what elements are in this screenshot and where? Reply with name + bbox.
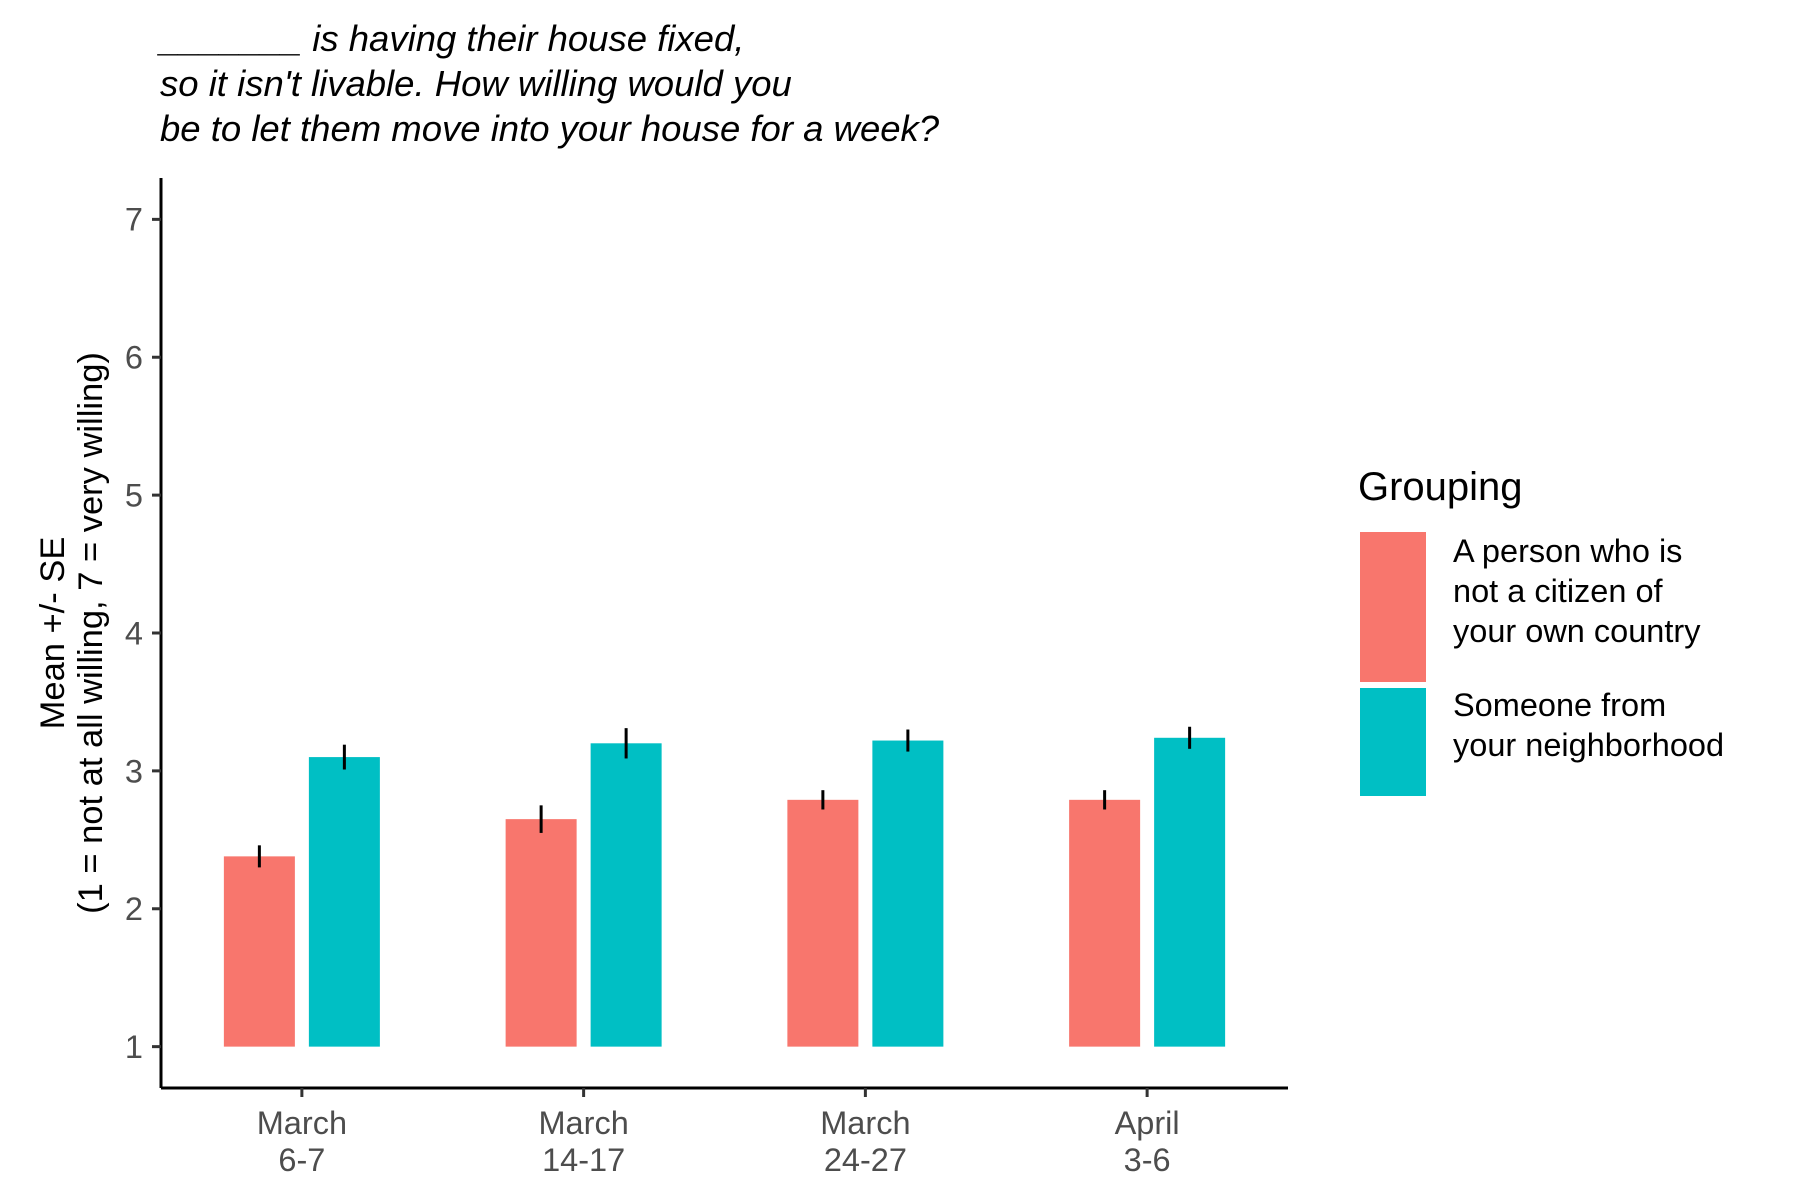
- bar: [787, 799, 859, 1047]
- x-tick-label: April: [1115, 1105, 1180, 1141]
- x-tick-label: 24-27: [824, 1142, 907, 1178]
- bar: [872, 740, 944, 1047]
- axes: 1234567March6-7March14-17March24-27April…: [125, 178, 1288, 1178]
- legend-label: A person who is: [1453, 533, 1682, 569]
- bar: [1069, 799, 1141, 1047]
- legend-title: Grouping: [1358, 465, 1523, 509]
- x-tick-label: March: [538, 1105, 628, 1141]
- plot-area: [223, 726, 1226, 1047]
- legend-label: your neighborhood: [1453, 727, 1724, 763]
- legend-label: Someone from: [1453, 687, 1666, 723]
- x-tick-label: March: [257, 1105, 347, 1141]
- x-tick-label: 3-6: [1124, 1142, 1171, 1178]
- y-tick-label: 7: [125, 202, 143, 238]
- title-line: _______ is having their house fixed,: [157, 18, 744, 59]
- y-axis-label-line: (1 = not at all willing, 7 = very willin…: [72, 352, 110, 914]
- y-axis-label-line: Mean +/- SE: [34, 537, 72, 730]
- chart-title: _______ is having their house fixed,so i…: [157, 18, 940, 149]
- title-line: so it isn't livable. How willing would y…: [160, 63, 792, 104]
- title-line: be to let them move into your house for …: [160, 108, 940, 149]
- y-tick-label: 1: [125, 1029, 143, 1065]
- bar: [223, 856, 295, 1047]
- x-tick-label: 14-17: [542, 1142, 625, 1178]
- legend-label: not a citizen of: [1453, 573, 1664, 609]
- x-tick-label: 6-7: [278, 1142, 325, 1178]
- y-tick-label: 2: [125, 891, 143, 927]
- legend-label: your own country: [1453, 613, 1701, 649]
- bar: [308, 757, 380, 1047]
- legend-key: [1360, 532, 1426, 682]
- legend-key: [1360, 688, 1426, 796]
- legend: Grouping A person who is not a citizen of y…: [1358, 465, 1724, 796]
- y-tick-label: 4: [125, 615, 143, 651]
- y-axis-label: Mean +/- SE (1 = not at all willing, 7 = …: [34, 352, 110, 914]
- bar: [590, 743, 662, 1047]
- x-tick-label: March: [820, 1105, 910, 1141]
- y-tick-label: 6: [125, 340, 143, 376]
- y-tick-label: 5: [125, 477, 143, 513]
- bar: [1154, 737, 1226, 1047]
- y-tick-label: 3: [125, 753, 143, 789]
- bar: [505, 819, 577, 1047]
